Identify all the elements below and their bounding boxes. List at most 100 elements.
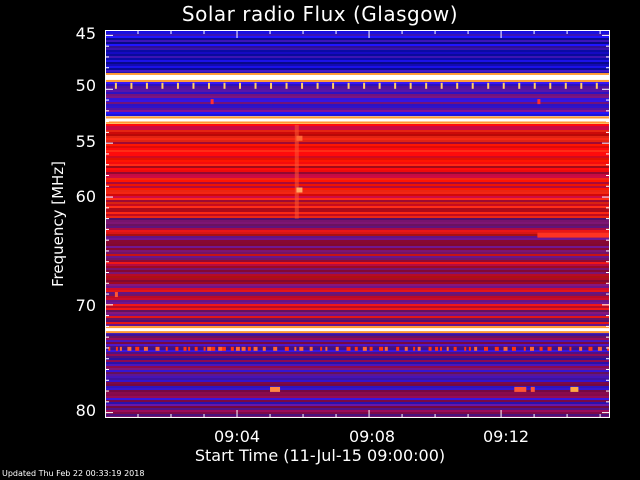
- periodic-marker: [533, 82, 536, 89]
- frequency-row: [105, 172, 610, 174]
- frequency-row: [105, 248, 610, 250]
- frequency-row: [105, 186, 610, 188]
- frequency-row: [105, 144, 610, 146]
- frequency-row: [105, 382, 610, 384]
- frequency-row: [105, 66, 610, 68]
- frequency-row: [105, 252, 610, 254]
- frequency-row: [105, 352, 610, 354]
- frequency-row: [105, 38, 610, 40]
- y-tick-label: 70: [75, 296, 96, 315]
- frequency-row: [105, 414, 610, 416]
- frequency-row: [105, 176, 610, 178]
- periodic-marker: [176, 82, 179, 89]
- speckle: [241, 346, 246, 351]
- frequency-row: [105, 94, 610, 96]
- x-axis-label: Start Time (11-Jul-15 09:00:00): [194, 446, 446, 465]
- hot-spot: [114, 292, 118, 298]
- speckle: [284, 346, 289, 351]
- frequency-row: [105, 262, 610, 264]
- frequency-row: [105, 70, 610, 72]
- speckle: [253, 346, 258, 351]
- frequency-row: [105, 394, 610, 396]
- periodic-marker: [207, 82, 210, 89]
- frequency-row: [105, 312, 610, 314]
- frequency-row: [105, 158, 610, 160]
- frequency-row: [105, 286, 610, 288]
- periodic-marker: [192, 82, 195, 89]
- periodic-marker: [239, 82, 242, 89]
- frequency-row: [105, 168, 610, 170]
- frequency-row: [105, 296, 610, 298]
- frequency-row: [105, 276, 610, 278]
- frequency-row: [105, 256, 610, 258]
- frequency-row: [105, 114, 610, 116]
- speckle: [607, 346, 610, 351]
- frequency-row: [105, 56, 610, 58]
- frequency-row: [105, 364, 610, 366]
- frequency-row: [105, 184, 610, 186]
- frequency-row: [105, 340, 610, 342]
- frequency-row: [105, 146, 610, 148]
- frequency-row: [105, 356, 610, 358]
- frequency-row: [105, 396, 610, 398]
- frequency-row: [105, 112, 610, 114]
- periodic-marker: [130, 82, 133, 89]
- speckle: [165, 346, 168, 351]
- frequency-row: [105, 40, 610, 42]
- frequency-row: [105, 192, 610, 194]
- speckle: [211, 346, 216, 351]
- speckle: [247, 346, 251, 351]
- periodic-marker: [332, 82, 335, 89]
- speckle: [474, 346, 478, 351]
- frequency-row: [105, 376, 610, 378]
- frequency-row: [105, 198, 610, 200]
- frequency-row: [105, 412, 610, 414]
- frequency-row: [105, 402, 610, 404]
- frequency-row: [105, 52, 610, 54]
- speckle: [503, 346, 508, 351]
- speckle: [483, 346, 488, 351]
- speckle: [435, 346, 439, 351]
- frequency-bands: [105, 30, 610, 418]
- frequency-row: [105, 132, 610, 134]
- frequency-row: [105, 400, 610, 402]
- periodic-marker: [270, 82, 273, 89]
- frequency-row: [105, 268, 610, 270]
- frequency-row: [105, 320, 610, 322]
- frequency-row: [105, 42, 610, 44]
- y-tick-label: 45: [75, 24, 96, 43]
- speckle: [262, 346, 266, 351]
- speckle: [354, 346, 358, 351]
- speckle: [218, 346, 223, 351]
- frequency-row: [105, 386, 610, 388]
- speckle: [155, 346, 160, 351]
- frequency-row: [105, 250, 610, 252]
- frequency-row: [105, 280, 610, 282]
- speckle: [464, 346, 467, 351]
- frequency-row: [105, 34, 610, 36]
- periodic-marker: [487, 82, 490, 89]
- speckle: [417, 346, 421, 351]
- frequency-row: [105, 272, 610, 274]
- frequency-row: [105, 322, 610, 324]
- frequency-row: [105, 162, 610, 164]
- frequency-row: [105, 154, 610, 156]
- speckle: [413, 346, 416, 351]
- frequency-row: [105, 68, 610, 70]
- frequency-row: [105, 398, 610, 400]
- frequency-row: [105, 246, 610, 248]
- frequency-row: [105, 224, 610, 226]
- frequency-row: [105, 124, 610, 126]
- speckle: [539, 346, 543, 351]
- periodic-marker: [394, 82, 397, 89]
- speckle: [379, 346, 384, 351]
- frequency-row: [105, 230, 610, 232]
- speckle: [346, 346, 351, 351]
- frequency-row: [105, 290, 610, 292]
- frequency-row: [105, 142, 610, 144]
- frequency-row: [105, 354, 610, 356]
- frequency-row: [105, 366, 610, 368]
- periodic-marker: [440, 82, 443, 89]
- periodic-marker: [595, 82, 598, 89]
- frequency-row: [105, 138, 610, 140]
